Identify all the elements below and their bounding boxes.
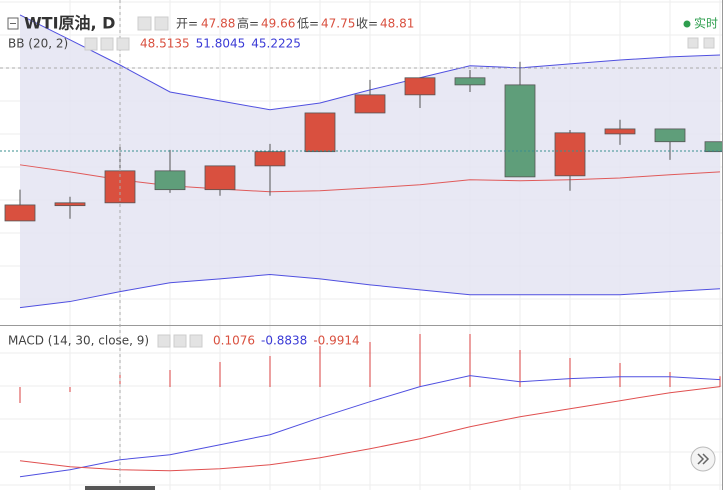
band-fill xyxy=(20,14,720,308)
icon-move[interactable] xyxy=(703,37,715,49)
macd-pane xyxy=(0,326,722,490)
candle-body xyxy=(454,77,486,86)
icon-settings[interactable] xyxy=(154,16,169,31)
icon-eye[interactable] xyxy=(157,334,171,348)
indicator-value: -0.9914 xyxy=(313,334,359,348)
ohlc-value: 48.81 xyxy=(380,17,414,31)
indicator-value: -0.8838 xyxy=(261,334,307,348)
scrollbar[interactable] xyxy=(85,486,155,490)
icon-settings[interactable] xyxy=(100,37,114,51)
indicator-line xyxy=(19,375,721,478)
icon-close[interactable] xyxy=(116,37,130,51)
indicator-line xyxy=(19,386,721,472)
ohlc-value: 49.66 xyxy=(261,17,295,31)
ohlc-value: 47.88 xyxy=(201,17,235,31)
candle-body xyxy=(604,128,636,135)
indicator-value: 45.2225 xyxy=(251,37,301,51)
indicator-value: 0.1076 xyxy=(213,334,255,348)
icon-eye[interactable] xyxy=(84,37,98,51)
candle-body xyxy=(204,165,236,191)
ohlc-label: 低= xyxy=(297,17,319,31)
candle-body xyxy=(554,132,586,177)
collapse-icon[interactable] xyxy=(7,17,19,30)
indicator-line xyxy=(19,274,721,309)
icon-move[interactable] xyxy=(687,37,699,49)
indicator-line xyxy=(19,164,721,193)
icon-eye[interactable] xyxy=(137,16,152,31)
candle-body xyxy=(154,170,186,191)
candle-body xyxy=(254,151,286,167)
status-dot xyxy=(683,20,691,28)
status[interactable]: 实时 xyxy=(694,16,718,31)
candle-body xyxy=(304,112,336,153)
scroll-right-icon xyxy=(697,453,710,465)
candle-body xyxy=(404,77,436,96)
ohlc-value: 47.75 xyxy=(321,17,355,31)
icon-settings[interactable] xyxy=(173,334,187,348)
indicator-value: 51.8045 xyxy=(196,37,246,51)
candle-body xyxy=(4,204,36,222)
ohlc-label: 开= xyxy=(176,17,198,31)
candle-body xyxy=(704,141,722,153)
ohlc-label: 收= xyxy=(356,17,378,31)
icon-close[interactable] xyxy=(189,334,203,348)
indicator-value: 48.5135 xyxy=(140,37,190,51)
candle-body xyxy=(54,202,86,207)
candle-body xyxy=(654,128,686,143)
indicator-title: MACD (14, 30, close, 9) xyxy=(8,334,149,348)
symbol-title: WTI原油, D xyxy=(24,14,115,33)
indicator-title: BB (20, 2) xyxy=(8,37,68,51)
ohlc-label: 高= xyxy=(237,16,259,31)
candle-body xyxy=(504,84,536,178)
candle-body xyxy=(354,94,386,114)
